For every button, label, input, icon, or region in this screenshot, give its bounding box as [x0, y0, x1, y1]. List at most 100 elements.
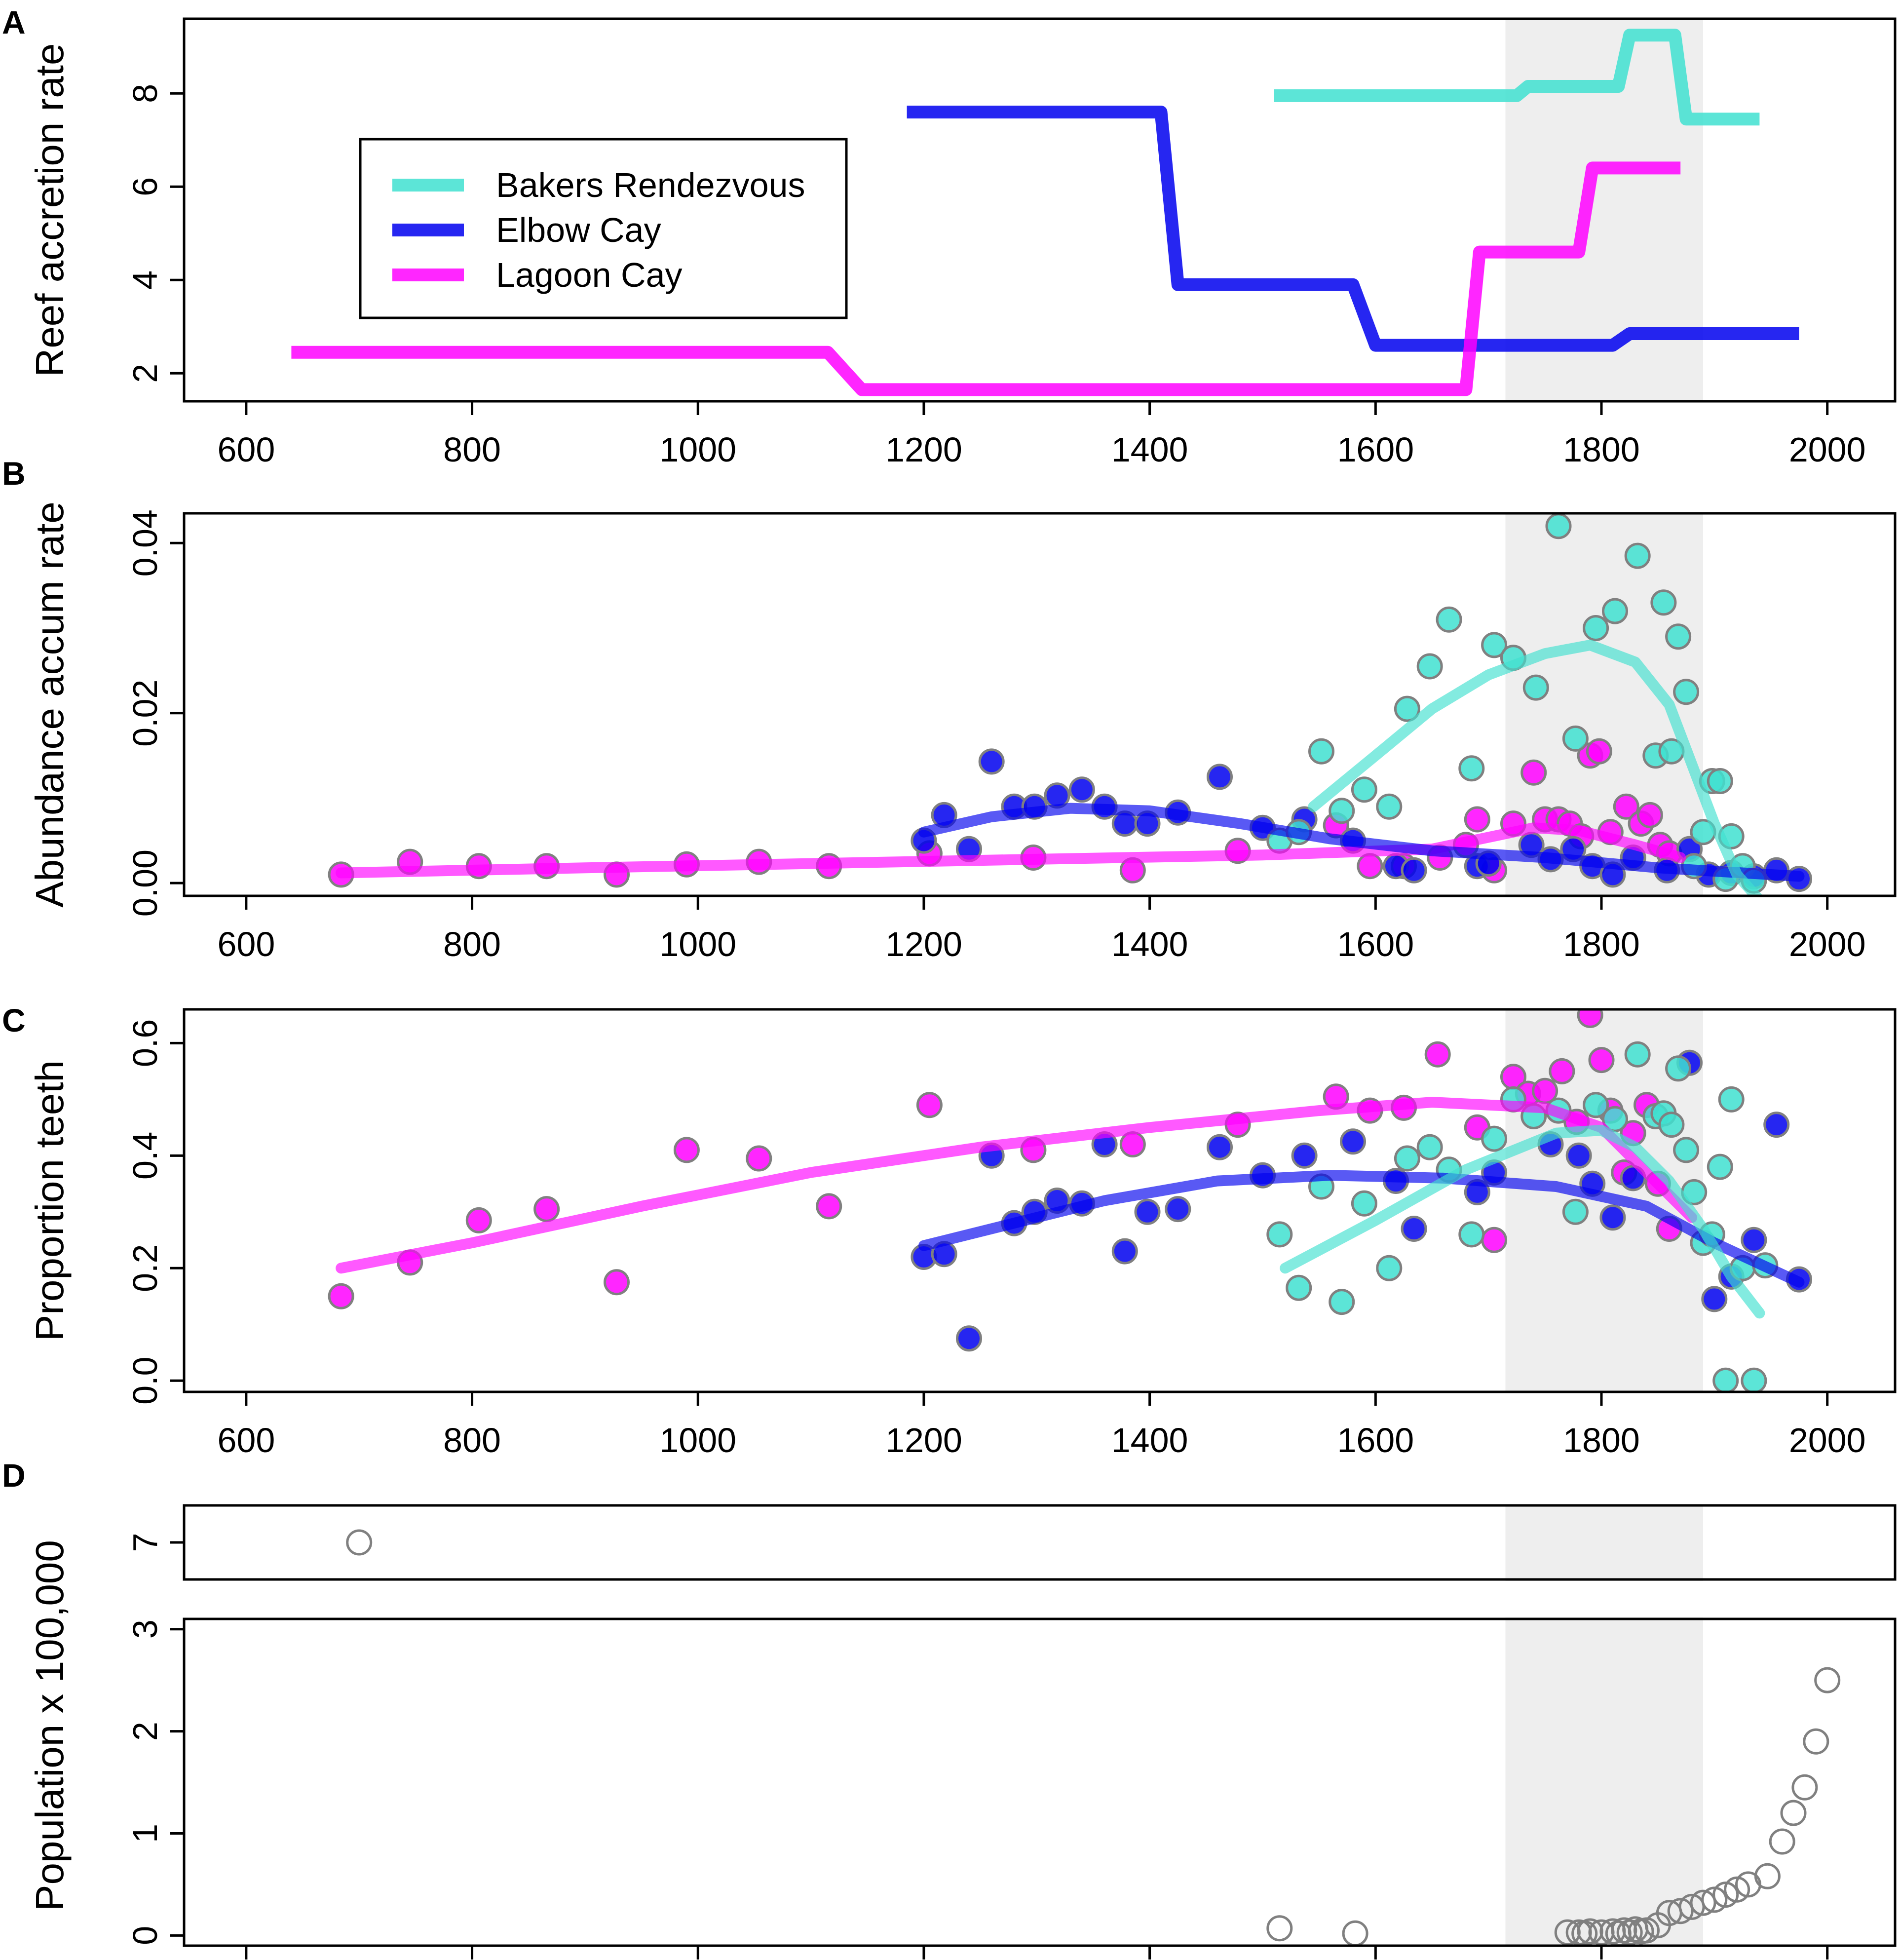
panel-c-point-elbow-cay-11: [1165, 1196, 1191, 1223]
panel-b-point-bakers-rendezvous-15: [1583, 615, 1609, 641]
panel-a-line-elbow-cay: [907, 106, 1799, 352]
panel-c-point-lagoon-cay-24: [1588, 1047, 1615, 1074]
panel-b-point-bakers-rendezvous-22: [1673, 679, 1700, 705]
legend-label-bakers-rendezvous: Bakers Rendezvous: [496, 166, 805, 204]
panel-c-point-lagoon-cay-7: [816, 1193, 842, 1220]
panel-b-abundance-accum: 600 800 1000 1200 1400 1600 1800 2000 0.00 0.02 0.…: [2, 455, 1897, 963]
panel-c-point-bakers-rendezvous-5: [1376, 1255, 1403, 1281]
panel-c-point-lagoon-cay-5: [673, 1137, 700, 1163]
panel-c-point-bakers-rendezvous-4: [1351, 1190, 1377, 1217]
panel-c-point-elbow-cay-14: [1291, 1142, 1318, 1169]
panel-d-upper-y-tick-label-0: 7: [126, 1533, 164, 1552]
panel-c-x-tick-label-1000: 1000: [659, 1421, 736, 1460]
panel-b-point-bakers-rendezvous-2: [1308, 738, 1334, 765]
panel-letter-c: C: [2, 1002, 26, 1038]
panel-b-point-bakers-rendezvous-5: [1376, 793, 1403, 820]
panel-b-y-tick-label-0: 0.00: [126, 849, 164, 917]
panel-c-point-bakers-rendezvous-27: [1712, 1367, 1739, 1392]
panel-d-axis-break: [183, 1581, 1896, 1617]
panel-c-point-elbow-cay-23: [1599, 1204, 1626, 1231]
panel-c-point-elbow-cay-17: [1401, 1216, 1427, 1242]
panel-d-lower-y-tick-label-2: 2: [126, 1722, 164, 1741]
panel-d-point-20: [1701, 1886, 1728, 1913]
panel-c-point-elbow-cay-21: [1565, 1142, 1592, 1169]
panel-b-point-bakers-rendezvous-26: [1707, 768, 1733, 794]
panel-c-y-tick-label-1: 0.2: [126, 1244, 164, 1292]
panel-c-y-tick-label-0: 0.0: [126, 1357, 164, 1405]
panel-a-y-tick-label-3: 8: [126, 84, 164, 103]
panel-d-point-24: [1754, 1863, 1781, 1889]
panel-c-x-tick-label-1600: 1600: [1337, 1421, 1414, 1460]
legend-label-elbow-cay: Elbow Cay: [496, 211, 661, 249]
panel-d-lower-y-tick-label-0: 0: [126, 1926, 164, 1945]
panel-c-point-elbow-cay-26: [1701, 1286, 1728, 1312]
panel-b-point-lagoon-cay-17: [1464, 806, 1490, 833]
panel-a-x-tick-label-1000: 1000: [659, 430, 736, 469]
panel-a-x-tick-label-1800: 1800: [1563, 430, 1640, 469]
panel-b-point-bakers-rendezvous-3: [1329, 798, 1355, 824]
panel-c-point-bakers-rendezvous-20: [1658, 1112, 1685, 1138]
panel-d-y-axis-label: Population x 100,000: [28, 1540, 72, 1911]
panel-letter-a: A: [2, 4, 26, 40]
panel-b-trend-elbow-cay: [918, 803, 1805, 882]
panel-c-point-bakers-rendezvous-15: [1583, 1092, 1609, 1118]
panel-b-x-tick-label-1800: 1800: [1563, 925, 1640, 963]
panel-c-point-bakers-rendezvous-26: [1707, 1153, 1733, 1180]
panel-c-point-elbow-cay-10: [1134, 1198, 1161, 1225]
panel-c-point-lagoon-cay-23: [1577, 1009, 1603, 1028]
panel-c-point-elbow-cay-28: [1741, 1227, 1767, 1253]
panel-a-reef-accretion: 600 800 1000 1200 1400 1600 1800 2000 2 4 6 8 Reef a…: [2, 4, 1897, 469]
panel-c-y-axis-label: Proportion teeth: [28, 1060, 72, 1341]
legend-label-lagoon-cay: Lagoon Cay: [496, 256, 683, 294]
panel-b-point-elbow-cay-12: [1207, 764, 1233, 790]
panel-b-point-bakers-rendezvous-12: [1522, 674, 1549, 701]
panel-c-point-lagoon-cay-3: [533, 1196, 560, 1223]
panel-b-point-bakers-rendezvous-8: [1436, 606, 1462, 633]
panel-c-point-elbow-cay-9: [1111, 1238, 1138, 1265]
panel-a-line-lagoon-cay: [291, 161, 1681, 396]
panel-c-x-tick-label-1200: 1200: [885, 1421, 962, 1460]
panel-d-point-21: [1712, 1882, 1739, 1908]
panel-b-point-bakers-rendezvous-7: [1416, 653, 1443, 680]
panel-b-x-tick-label-600: 600: [217, 925, 275, 963]
panel-c-x-tick-label-800: 800: [443, 1421, 501, 1460]
panel-b-point-bakers-rendezvous-16: [1602, 598, 1628, 624]
panel-a-y-axis-label: Reef accretion rate: [28, 43, 72, 377]
panel-c-point-lagoon-cay-21: [1549, 1058, 1575, 1084]
panel-d-point-28: [1803, 1728, 1829, 1755]
panel-d-point-29: [1814, 1667, 1841, 1693]
panel-b-point-elbow-cay-7: [1068, 776, 1095, 803]
panel-c-point-elbow-cay-2: [956, 1325, 982, 1352]
panel-a-y-tick-label-0: 2: [126, 364, 164, 383]
panel-d-population: 70123600800100012001400160018002000Popul…: [2, 1457, 1897, 1960]
panel-b-x-tick-label-1200: 1200: [885, 925, 962, 963]
panel-c-point-bakers-rendezvous-7: [1416, 1134, 1443, 1160]
panel-b-point-bakers-rendezvous-17: [1624, 542, 1651, 569]
panel-b-y-tick-label-1: 0.02: [126, 680, 164, 747]
panel-c-point-elbow-cay-29: [1763, 1112, 1790, 1138]
panel-c-point-bakers-rendezvous-3: [1329, 1289, 1355, 1315]
panel-c-point-bakers-rendezvous-9: [1458, 1221, 1485, 1248]
panel-b-point-lagoon-cay-28: [1613, 793, 1639, 820]
panel-b-point-bakers-rendezvous-19: [1650, 589, 1677, 616]
panel-a-x-tick-label-600: 600: [217, 430, 275, 469]
panel-b-point-bakers-rendezvous-6: [1394, 695, 1420, 722]
panel-b-x-tick-label-1000: 1000: [659, 925, 736, 963]
panel-b-x-tick-label-2000: 2000: [1789, 925, 1866, 963]
panel-c-point-bakers-rendezvous-21: [1665, 1055, 1692, 1082]
panel-d-point-14: [1634, 1917, 1660, 1944]
panel-letter-d: D: [2, 1457, 26, 1494]
panel-d-lower-y-tick-label-3: 3: [126, 1619, 164, 1639]
panel-c-point-elbow-cay-12: [1207, 1134, 1233, 1160]
panel-b-point-elbow-cay-17: [1401, 857, 1427, 884]
panel-c-x-tick-label-1400: 1400: [1111, 1421, 1188, 1460]
panel-b-y-tick-label-2: 0.04: [126, 509, 164, 576]
panel-c-x-tick-label-600: 600: [217, 1421, 275, 1460]
panel-d-point-0: [346, 1529, 373, 1556]
panel-b-point-bakers-rendezvous-21: [1665, 623, 1692, 650]
panel-c-point-bakers-rendezvous-1: [1286, 1274, 1312, 1301]
panel-c-point-bakers-rendezvous-30: [1741, 1367, 1767, 1392]
panel-a-x-tick-label-1400: 1400: [1111, 430, 1188, 469]
panel-b-point-bakers-rendezvous-10: [1481, 632, 1508, 658]
